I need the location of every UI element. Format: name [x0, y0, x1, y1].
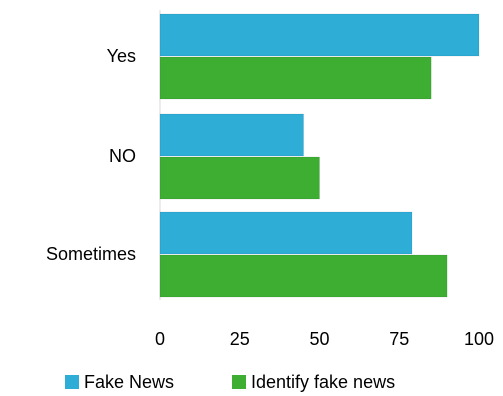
x-tick-label-25: 25 [230, 329, 250, 349]
x-tick-label-100: 100 [464, 329, 494, 349]
bar-no-fake-news [159, 113, 305, 157]
bar-yes-fake-news [159, 13, 480, 57]
bar-sometimes-identify-fake-news [159, 254, 448, 298]
category-label-sometimes: Sometimes [46, 244, 136, 264]
category-axis: Yes NO Sometimes [46, 46, 136, 264]
legend-swatch-identify-fake-news [232, 375, 246, 389]
bar-no-identify-fake-news [159, 156, 320, 200]
legend-swatch-fake-news [65, 375, 79, 389]
category-label-yes: Yes [107, 46, 136, 66]
legend-label-identify-fake-news: Identify fake news [251, 372, 395, 392]
bar-yes-identify-fake-news [159, 56, 432, 100]
legend-label-fake-news: Fake News [84, 372, 174, 392]
category-label-no: NO [109, 146, 136, 166]
x-tick-label-75: 75 [389, 329, 409, 349]
x-tick-label-50: 50 [309, 329, 329, 349]
x-tick-label-0: 0 [155, 329, 165, 349]
bar-sometimes-fake-news [159, 211, 413, 255]
legend: Fake News Identify fake news [65, 372, 395, 392]
value-axis: 0 25 50 75 100 [155, 10, 494, 349]
plot-area [159, 13, 480, 298]
